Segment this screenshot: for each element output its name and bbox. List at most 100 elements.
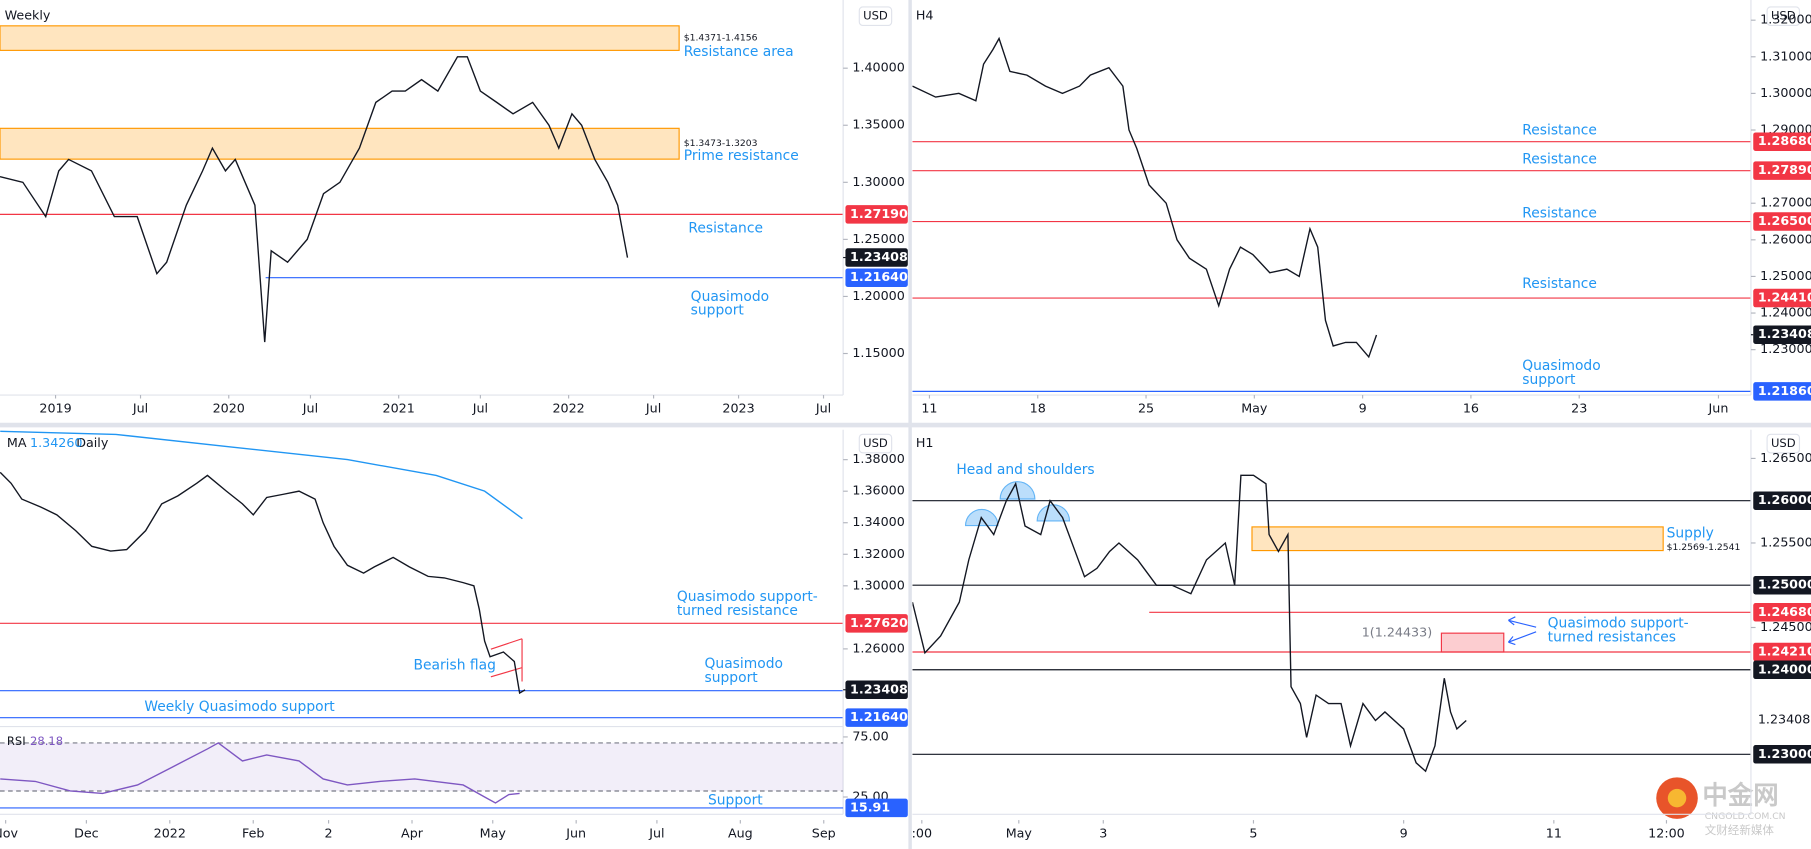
y-tick-label: 1.26000 [1760, 231, 1811, 246]
x-tick-label: Jun [565, 825, 586, 840]
price-label: 1.23408 [850, 249, 908, 264]
flag-shape [490, 638, 523, 682]
level-text: Quasimodo [691, 289, 769, 305]
currency: USD [863, 436, 888, 450]
x-tick-label: 2 [325, 825, 333, 840]
level-text: Resistance [1522, 123, 1597, 139]
x-tick-label: May [1006, 825, 1033, 840]
y-tick-label: 1.15000 [852, 345, 904, 360]
price-label: 1.23000 [1758, 746, 1811, 761]
price-label-box [1753, 288, 1811, 308]
zone-text: Supply [1667, 526, 1714, 542]
zone-text: turned resistances [1548, 630, 1676, 646]
y-tick-label: 1.27000 [1760, 195, 1811, 210]
x-tick-label: May [480, 825, 507, 840]
level-text: Resistance [1522, 151, 1597, 167]
pattern-shape [964, 481, 1071, 527]
level-text: turned resistance [677, 603, 798, 619]
x-tick-label: Jul [815, 400, 831, 415]
annotation: Head and shoulders [956, 462, 1094, 478]
y-tick-label: 1.24000 [1760, 305, 1811, 320]
price-label-box [845, 798, 908, 818]
price-label: 1.26000 [1758, 492, 1811, 507]
currency-box [1766, 6, 1801, 27]
x-tick-label: 3 [1099, 825, 1107, 840]
x-tick-label: Apr [401, 825, 424, 840]
level-text: support [1522, 372, 1576, 388]
currency-box [858, 6, 893, 27]
price-label-box [1753, 382, 1811, 401]
ma-name: MA [7, 435, 27, 450]
y-tick-label: 1.36000 [852, 483, 904, 498]
x-tick-label: 2019 [39, 400, 71, 415]
zone [1251, 526, 1664, 552]
level-text: Weekly Quasimodo support [144, 699, 335, 715]
currency: USD [1771, 9, 1796, 23]
x-tick-label: 2021 [383, 400, 415, 415]
price-line [0, 56, 629, 343]
price-label-box [1753, 745, 1811, 764]
price-label-box [1753, 575, 1811, 595]
arrow [1507, 616, 1537, 646]
y-tick-label: 1.30000 [852, 577, 904, 592]
x-tick-label: Jul [645, 400, 661, 415]
plot-area [0, 25, 844, 343]
price-label-box [1753, 212, 1811, 231]
level-text: Resistance [688, 221, 763, 237]
zone-label: $1.3473-1.3203 [684, 138, 758, 149]
ma-line [0, 430, 523, 520]
y-tick-label: 1.26000 [852, 640, 904, 655]
rsi-line [0, 742, 520, 804]
price-label-box [845, 680, 908, 700]
x-tick-label: Nov [0, 825, 19, 840]
price-label-box [1753, 325, 1811, 344]
zone-label: $1.2569-1.2541 [1667, 542, 1741, 553]
ma-value: 1.34260 [30, 435, 82, 450]
panel-title: Daily [76, 435, 109, 450]
panel-title: Weekly [5, 8, 51, 23]
y-tick-label: 75.00 [852, 728, 888, 743]
level-text: Resistance [1522, 276, 1597, 292]
x-tick-label: 9 [1400, 825, 1408, 840]
level-text: support [705, 670, 759, 686]
watermark-slogan: 文财经新媒体 [1705, 823, 1775, 837]
x-tick-label: Jul [132, 400, 148, 415]
y-tick-label: 1.34000 [852, 514, 904, 529]
y-tick-label: 1.35000 [852, 117, 904, 132]
price-label: 15.91 [850, 799, 890, 814]
price-label-box [845, 708, 908, 727]
panel-title: H4 [916, 8, 934, 23]
x-tick-label: Aug [728, 825, 753, 840]
y-tick-label: 1.25000 [852, 231, 904, 246]
price-label-box [845, 268, 908, 287]
level-text: support [691, 303, 745, 319]
logo [1667, 788, 1687, 808]
x-tick-label: 2023 [722, 400, 754, 415]
watermark-name: 中金网 [1702, 780, 1778, 810]
y-tick-label: 1.38000 [852, 451, 904, 466]
x-tick-label: May [1241, 400, 1268, 415]
price-label-box [1753, 491, 1811, 510]
price-label: 1.26500 [1758, 213, 1811, 228]
price-label-box [1753, 132, 1811, 151]
y-tick-label: 1.23000 [1760, 341, 1811, 356]
y-tick-label: 1.25500 [1760, 534, 1811, 549]
y-tick-label: 1.20000 [852, 288, 904, 303]
plot-area [0, 430, 844, 719]
y-tick-label: 1.30000 [852, 174, 904, 189]
x-tick-label: 11 [1546, 825, 1562, 840]
rsi-band [0, 742, 844, 791]
x-tick-label: 23 [1571, 400, 1587, 415]
zone [0, 25, 680, 51]
price-label: 1.24210 [1758, 644, 1811, 659]
zone-label: 1(1.24433) [1362, 624, 1432, 639]
x-tick-label: Jul [648, 825, 664, 840]
y-tick-label: 1.40000 [852, 60, 904, 75]
y-tick-label: 1.32000 [852, 546, 904, 561]
currency-box [1766, 433, 1801, 454]
x-tick-label: 2022 [154, 825, 186, 840]
price-line [912, 36, 1378, 359]
zone-text: Resistance area [684, 44, 794, 60]
price-label: 1.24410 [1758, 290, 1811, 305]
